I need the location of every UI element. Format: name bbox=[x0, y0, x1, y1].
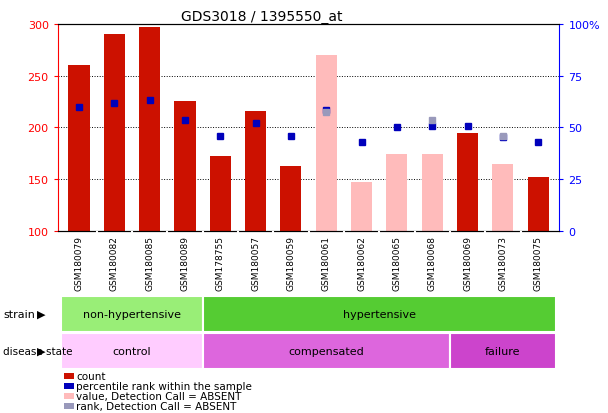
Text: rank, Detection Call = ABSENT: rank, Detection Call = ABSENT bbox=[76, 401, 237, 411]
Text: GSM180085: GSM180085 bbox=[145, 236, 154, 291]
Text: GSM180079: GSM180079 bbox=[74, 236, 83, 291]
Bar bbox=[457, 133, 478, 231]
Bar bbox=[104, 35, 125, 231]
Text: strain: strain bbox=[3, 309, 35, 319]
Bar bbox=[386, 155, 407, 231]
Text: ▶: ▶ bbox=[37, 346, 46, 356]
Bar bbox=[202, 333, 450, 369]
Text: GDS3018 / 1395550_at: GDS3018 / 1395550_at bbox=[181, 10, 342, 24]
Bar bbox=[139, 28, 160, 231]
Bar bbox=[61, 296, 202, 332]
Text: ▶: ▶ bbox=[37, 309, 46, 319]
Bar bbox=[202, 296, 556, 332]
Bar bbox=[68, 66, 89, 231]
Text: GSM180061: GSM180061 bbox=[322, 236, 331, 291]
Text: GSM180089: GSM180089 bbox=[181, 236, 190, 291]
Bar bbox=[61, 333, 202, 369]
Bar bbox=[421, 155, 443, 231]
Text: GSM180065: GSM180065 bbox=[392, 236, 401, 291]
Text: GSM180059: GSM180059 bbox=[286, 236, 295, 291]
Text: non-hypertensive: non-hypertensive bbox=[83, 309, 181, 319]
Bar bbox=[174, 102, 196, 231]
Text: GSM178755: GSM178755 bbox=[216, 236, 225, 291]
Text: percentile rank within the sample: percentile rank within the sample bbox=[76, 381, 252, 391]
Text: GSM180075: GSM180075 bbox=[534, 236, 543, 291]
Bar bbox=[210, 157, 231, 231]
Bar bbox=[280, 166, 302, 231]
Bar bbox=[351, 183, 372, 231]
Bar bbox=[245, 112, 266, 231]
Bar bbox=[528, 178, 549, 231]
Text: failure: failure bbox=[485, 346, 520, 356]
Bar bbox=[450, 333, 556, 369]
Text: count: count bbox=[76, 371, 106, 381]
Text: value, Detection Call = ABSENT: value, Detection Call = ABSENT bbox=[76, 391, 241, 401]
Text: disease state: disease state bbox=[3, 346, 72, 356]
Text: GSM180062: GSM180062 bbox=[357, 236, 366, 291]
Bar bbox=[492, 164, 513, 231]
Text: GSM180057: GSM180057 bbox=[251, 236, 260, 291]
Text: GSM180069: GSM180069 bbox=[463, 236, 472, 291]
Bar bbox=[316, 56, 337, 231]
Text: hypertensive: hypertensive bbox=[343, 309, 416, 319]
Text: compensated: compensated bbox=[288, 346, 364, 356]
Text: GSM180073: GSM180073 bbox=[499, 236, 507, 291]
Text: control: control bbox=[112, 346, 151, 356]
Text: GSM180068: GSM180068 bbox=[427, 236, 437, 291]
Text: GSM180082: GSM180082 bbox=[110, 236, 119, 291]
